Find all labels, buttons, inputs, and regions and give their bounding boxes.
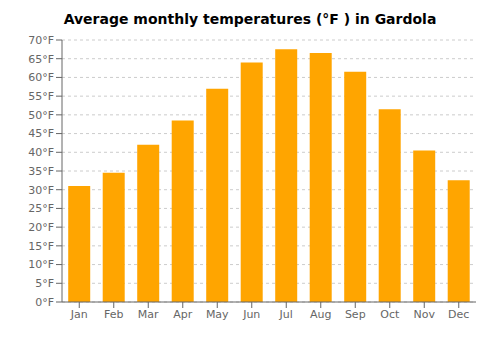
svg-text:15°F: 15°F xyxy=(28,240,54,253)
svg-text:Jun: Jun xyxy=(242,308,260,321)
svg-text:35°F: 35°F xyxy=(28,165,54,178)
svg-text:65°F: 65°F xyxy=(28,53,54,66)
svg-text:20°F: 20°F xyxy=(28,221,54,234)
svg-text:Dec: Dec xyxy=(448,308,469,321)
svg-text:55°F: 55°F xyxy=(28,90,54,103)
svg-text:May: May xyxy=(206,308,229,321)
svg-text:5°F: 5°F xyxy=(35,277,54,290)
svg-text:40°F: 40°F xyxy=(28,146,54,159)
svg-text:Feb: Feb xyxy=(104,308,123,321)
svg-text:Sep: Sep xyxy=(345,308,366,321)
svg-text:Oct: Oct xyxy=(380,308,400,321)
svg-text:Jan: Jan xyxy=(70,308,88,321)
svg-text:Jul: Jul xyxy=(279,308,293,321)
svg-text:50°F: 50°F xyxy=(28,109,54,122)
svg-text:25°F: 25°F xyxy=(28,202,54,215)
svg-text:30°F: 30°F xyxy=(28,184,54,197)
svg-text:70°F: 70°F xyxy=(28,34,54,47)
html-text:Average monthly temperatures (: Average monthly temperatures (°F ) in Ga… xyxy=(63,11,437,27)
svg-text:Nov: Nov xyxy=(414,308,436,321)
svg-text:Aug: Aug xyxy=(310,308,331,321)
svg-text:45°F: 45°F xyxy=(28,127,54,140)
svg-text:Apr: Apr xyxy=(173,308,193,321)
svg-text:Mar: Mar xyxy=(138,308,159,321)
svg-text:10°F: 10°F xyxy=(28,258,54,271)
svg-text:60°F: 60°F xyxy=(28,71,54,84)
svg-text:0°F: 0°F xyxy=(35,296,54,309)
